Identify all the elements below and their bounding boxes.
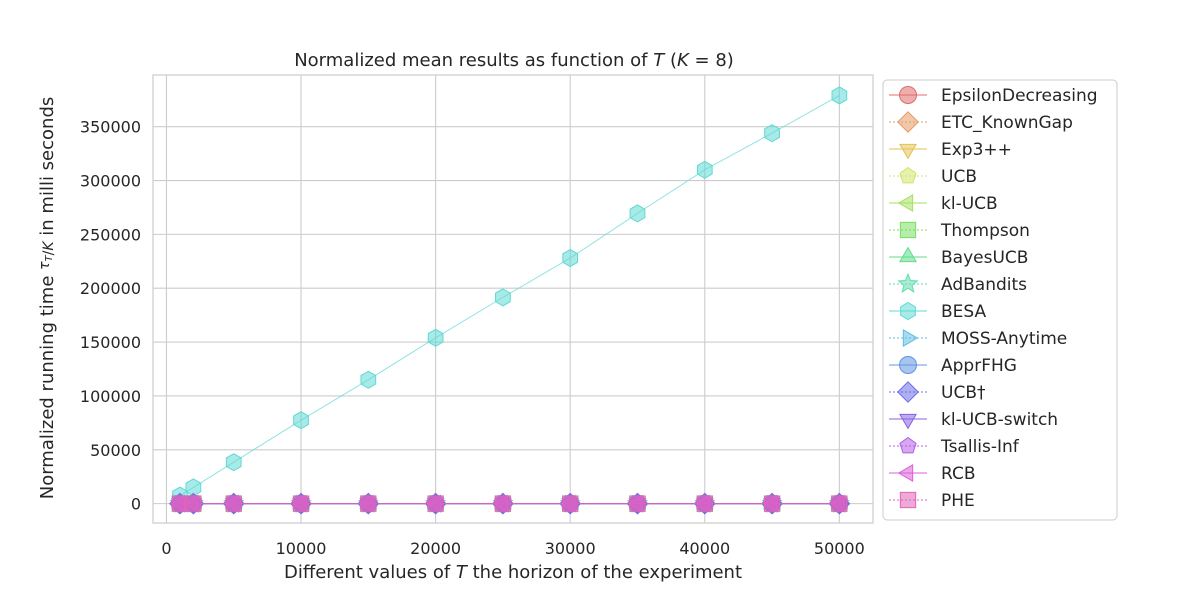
legend-label: kl-UCB-switch bbox=[941, 410, 1058, 430]
legend-marker-icon bbox=[899, 221, 917, 239]
legend-item: Tsallis-Inf bbox=[889, 436, 1020, 457]
legend-label: RCB bbox=[941, 464, 976, 484]
legend-marker-icon bbox=[899, 86, 917, 104]
legend-label: Exp3++ bbox=[941, 140, 1012, 160]
legend-item: EpsilonDecreasing bbox=[889, 86, 1098, 106]
legend-item: Exp3++ bbox=[889, 140, 1012, 160]
legend-label: PHE bbox=[941, 491, 975, 511]
legend-marker-icon bbox=[899, 491, 917, 509]
x-axis-title: Different values of T the horizon of the… bbox=[284, 562, 742, 583]
data-point bbox=[629, 495, 646, 512]
legend-label: Thompson bbox=[940, 221, 1030, 241]
y-tick-label: 0 bbox=[131, 495, 141, 514]
data-point bbox=[427, 328, 444, 347]
legend-item: ApprFHG bbox=[889, 356, 1017, 376]
legend-label: ETC_KnownGap bbox=[941, 113, 1073, 133]
legend-marker-icon bbox=[899, 413, 917, 430]
tick-labels: 0 10000 20000 30000 40000 50000 0 50000 100000 15… bbox=[80, 118, 865, 558]
data-point bbox=[495, 288, 511, 307]
chart-title: Normalized mean results as function of T… bbox=[294, 50, 734, 71]
legend-marker-icon bbox=[897, 464, 914, 482]
y-tick-label: 150000 bbox=[80, 333, 141, 352]
legend-item: kl-UCB bbox=[889, 194, 998, 214]
plot-frame bbox=[152, 74, 874, 524]
legend-marker-icon bbox=[897, 194, 914, 212]
legend-marker-icon bbox=[897, 111, 919, 133]
y-axis-title: Normalized running time τT/K in milli se… bbox=[37, 97, 58, 500]
legend-item: UCB† bbox=[889, 381, 986, 403]
legend-marker-icon bbox=[899, 436, 917, 454]
legend-label: UCB bbox=[941, 167, 977, 187]
legend-marker-icon bbox=[899, 143, 917, 160]
data-point bbox=[360, 495, 377, 512]
data-point bbox=[185, 495, 202, 512]
data-point bbox=[225, 495, 242, 512]
legend-label: MOSS-Anytime bbox=[941, 329, 1067, 349]
legend-marker-icon bbox=[900, 301, 916, 321]
legend-marker-icon bbox=[899, 356, 917, 374]
legend-label: EpsilonDecreasing bbox=[941, 86, 1098, 106]
data-point bbox=[427, 495, 444, 512]
data-point bbox=[763, 495, 781, 512]
plot-area bbox=[152, 74, 874, 524]
legend-marker-icon bbox=[897, 272, 919, 294]
legend-item: RCB bbox=[889, 464, 976, 484]
legend-label: kl-UCB bbox=[941, 194, 998, 214]
legend-item: BayesUCB bbox=[889, 246, 1028, 268]
data-point bbox=[494, 495, 512, 512]
legend-label: ApprFHG bbox=[941, 356, 1017, 376]
data-point bbox=[831, 495, 848, 512]
legend-marker-icon bbox=[899, 246, 917, 263]
grid bbox=[153, 75, 873, 523]
data-point bbox=[629, 204, 646, 223]
legend-label: AdBandits bbox=[941, 275, 1027, 295]
data-point bbox=[293, 411, 309, 430]
x-tick-label: 20000 bbox=[410, 539, 461, 558]
data-point bbox=[562, 249, 579, 268]
data-point bbox=[696, 160, 713, 179]
y-tick-label: 350000 bbox=[80, 118, 141, 137]
data-point bbox=[764, 124, 780, 143]
x-tick-label: 0 bbox=[161, 539, 171, 558]
legend-marker-icon bbox=[902, 329, 919, 347]
legend-item: PHE bbox=[889, 491, 975, 511]
legend-marker-icon bbox=[897, 381, 919, 403]
legend-item: MOSS-Anytime bbox=[889, 329, 1067, 349]
y-tick-label: 50000 bbox=[90, 441, 141, 460]
data-point bbox=[831, 86, 848, 105]
legend-item: BESA bbox=[889, 301, 987, 322]
data-point bbox=[225, 453, 242, 472]
legend-item: Thompson bbox=[889, 221, 1030, 241]
legend-marker-icon bbox=[899, 166, 917, 184]
data-point bbox=[562, 495, 579, 512]
series-15 bbox=[171, 495, 848, 512]
x-tick-label: 50000 bbox=[814, 539, 865, 558]
legend-item: ETC_KnownGap bbox=[889, 111, 1073, 133]
x-tick-label: 10000 bbox=[276, 539, 327, 558]
x-tick-label: 40000 bbox=[679, 539, 730, 558]
data-point bbox=[292, 495, 310, 512]
x-tick-label: 30000 bbox=[545, 539, 596, 558]
data-point bbox=[696, 495, 713, 512]
legend-label: BayesUCB bbox=[941, 248, 1028, 268]
y-tick-label: 250000 bbox=[80, 225, 141, 244]
legend-label: UCB† bbox=[941, 383, 986, 403]
y-tick-label: 100000 bbox=[80, 387, 141, 406]
legend-item: kl-UCB-switch bbox=[889, 410, 1058, 430]
y-tick-label: 200000 bbox=[80, 279, 141, 298]
y-tick-label: 300000 bbox=[80, 172, 141, 191]
legend-item: UCB bbox=[889, 166, 977, 187]
legend-item: AdBandits bbox=[889, 272, 1027, 295]
legend: EpsilonDecreasing ETC_KnownGap Exp3++ UCB kl… bbox=[882, 79, 1118, 521]
legend-label: BESA bbox=[941, 302, 987, 322]
legend-label: Tsallis-Inf bbox=[940, 437, 1020, 457]
data-point bbox=[360, 370, 377, 389]
series-layer bbox=[169, 86, 851, 515]
legend-frame bbox=[882, 79, 1118, 521]
